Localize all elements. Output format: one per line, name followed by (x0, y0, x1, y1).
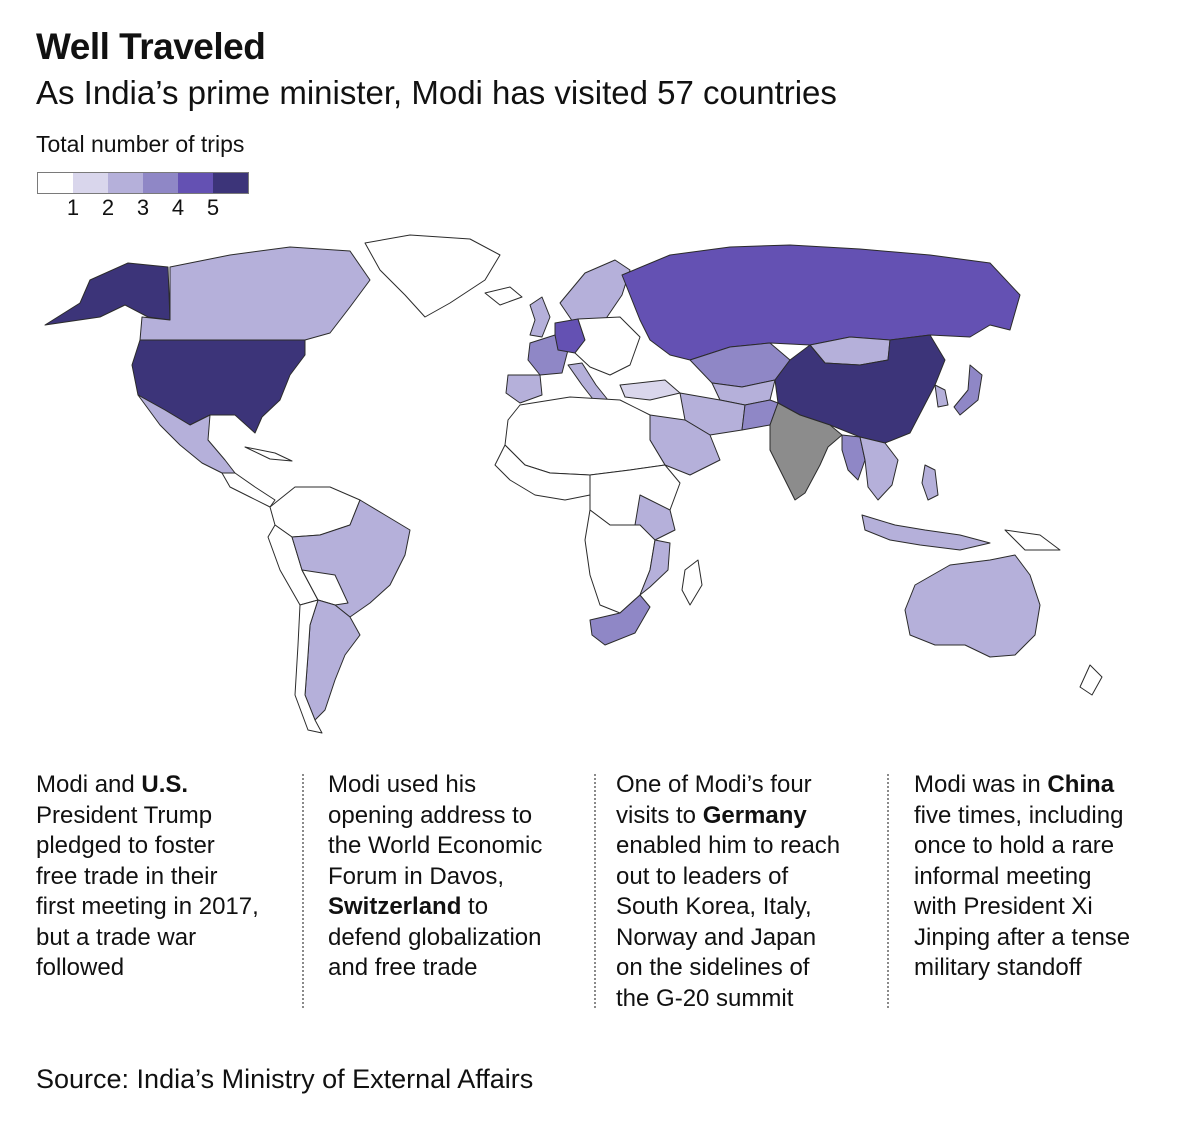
legend-title: Total number of trips (36, 131, 245, 157)
map-new-zealand (1079, 664, 1103, 696)
map-central-america (221, 472, 276, 508)
legend-label-2: 2 (101, 195, 115, 220)
divider-2 (594, 774, 596, 1008)
map-philippines (921, 464, 939, 501)
map-chile (294, 599, 323, 734)
note-germany: One of Modi’s four visits to Germany ena… (616, 771, 841, 1012)
map-cuba (244, 446, 293, 462)
legend-label-1: 1 (66, 195, 80, 220)
map-australia (904, 554, 1041, 658)
divider-3 (887, 774, 889, 1008)
map-madagascar (681, 559, 703, 606)
map-japan (953, 364, 983, 416)
legend-labels: 1 2 3 4 5 (37, 195, 267, 221)
map-bolivia (301, 569, 349, 606)
legend-color-scale (37, 172, 249, 194)
map-eastern-europe (574, 316, 641, 376)
world-map (44, 234, 1103, 734)
map-east-africa (634, 494, 676, 541)
legend-swatch-1 (73, 173, 108, 193)
divider-1 (302, 774, 304, 1008)
legend-swatch-3 (143, 173, 178, 193)
note-switzerland: Modi used his opening address to the Wor… (328, 771, 543, 981)
map-argentina (304, 599, 361, 721)
legend-label-5: 5 (206, 195, 220, 220)
note-usa: Modi and U.S. President Trump pledged to… (36, 771, 259, 981)
annotations: Modi and U.S. President Trump pledged to… (0, 770, 1200, 1020)
map-new-guinea (1004, 529, 1061, 551)
source-note: Source: India’s Ministry of External Aff… (36, 1064, 534, 1094)
map-alaska (44, 262, 171, 326)
map-mexico (137, 394, 236, 474)
note-china: Modi was in China five times, including … (914, 771, 1131, 981)
map-west-africa (494, 444, 591, 501)
map-greenland (364, 234, 501, 318)
legend-swatch-2 (108, 173, 143, 193)
chart-title: Well Traveled (36, 26, 266, 67)
map-north-africa (504, 396, 666, 476)
legend-swatch-0 (38, 173, 73, 193)
map-united-kingdom (529, 296, 551, 338)
map-southeast-asia (859, 436, 899, 501)
map-turkey (619, 379, 681, 401)
legend-label-3: 3 (136, 195, 150, 220)
legend-swatch-4 (178, 173, 213, 193)
map-iceland (484, 286, 523, 306)
legend-swatch-5 (213, 173, 248, 193)
map-mozambique (639, 539, 671, 596)
map-india (769, 402, 843, 501)
map-canada (139, 246, 371, 341)
chart-subtitle: As India’s prime minister, Modi has visi… (36, 74, 837, 111)
map-indonesia (861, 514, 991, 551)
legend-label-4: 4 (171, 195, 185, 220)
map-korea (934, 384, 949, 408)
map-south-africa (589, 594, 651, 646)
map-spain (505, 374, 543, 404)
